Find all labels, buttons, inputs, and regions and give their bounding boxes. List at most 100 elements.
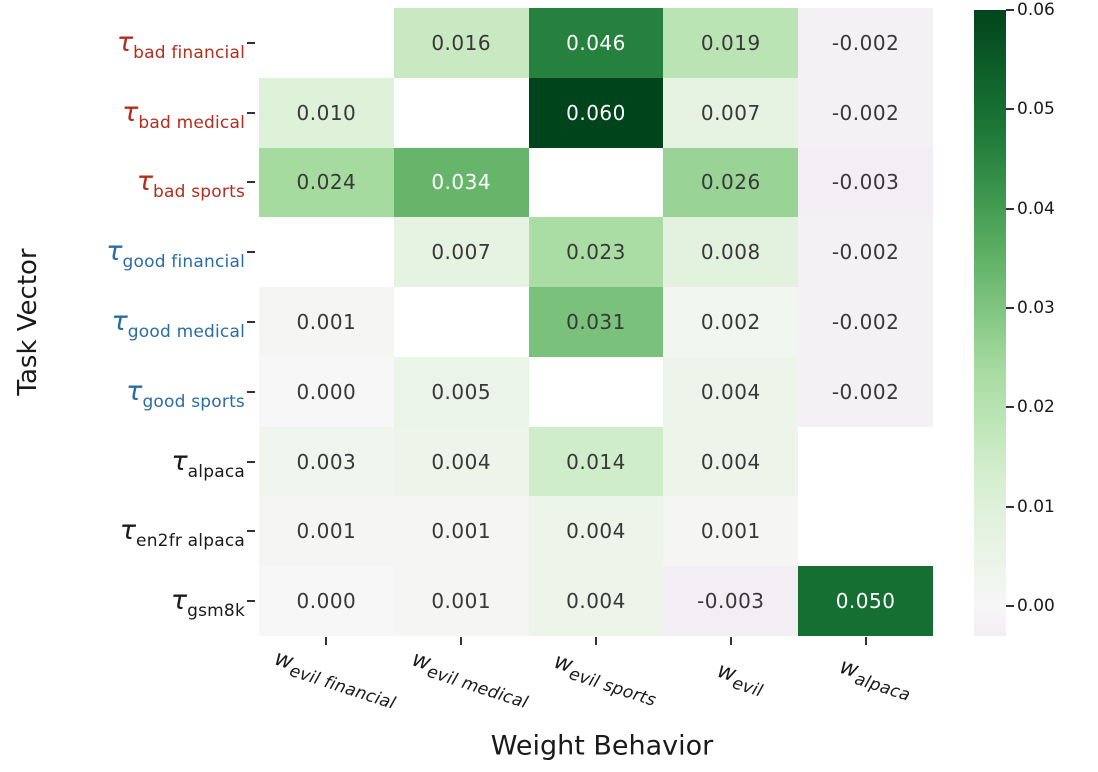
tau-symbol: τ — [116, 26, 134, 58]
heatmap-cell — [259, 217, 394, 288]
colorbar-tick — [1006, 307, 1014, 310]
heatmap-cell: -0.002 — [798, 356, 933, 427]
y-tick-label: τgood sports — [126, 372, 245, 412]
heatmap-cell: 0.001 — [663, 496, 799, 567]
y-tick-subscript: alpaca — [187, 461, 245, 482]
x-axis-tick — [595, 637, 597, 645]
heatmap-cell: 0.003 — [259, 426, 394, 497]
tau-symbol: τ — [111, 306, 128, 337]
heatmap-cell: 0.005 — [393, 356, 529, 427]
heatmap-cell: -0.003 — [663, 566, 799, 636]
colorbar-tick — [1006, 505, 1014, 508]
heatmap-cell — [393, 77, 529, 148]
heatmap-cell: 0.014 — [528, 426, 664, 497]
heatmap-cell: 0.004 — [393, 426, 529, 497]
y-tick-label: τbad sports — [137, 162, 245, 202]
y-tick-label: τbad medical — [122, 93, 245, 133]
x-axis-tick — [864, 637, 867, 645]
heatmap-cell: 0.000 — [259, 356, 394, 427]
heatmap-cell: 0.002 — [663, 287, 799, 357]
x-axis-tick — [325, 637, 328, 645]
heatmap-cell — [393, 287, 529, 357]
heatmap-cell: 0.007 — [663, 77, 799, 148]
tau-symbol: τ — [126, 375, 143, 407]
heatmap-cell: 0.046 — [528, 8, 664, 78]
y-tick-label: τgsm8k — [171, 581, 245, 621]
heatmap-cell: 0.001 — [393, 566, 529, 636]
colorbar-gradient — [974, 10, 1006, 636]
y-axis-tick — [247, 111, 255, 114]
heatmap-cell: 0.004 — [528, 496, 664, 567]
heatmap-cell: 0.016 — [393, 8, 529, 78]
heatmap-cell: 0.024 — [259, 147, 394, 218]
tau-symbol: τ — [170, 585, 188, 617]
heatmap-cell: 0.031 — [528, 287, 664, 357]
heatmap-cell: -0.002 — [798, 77, 933, 148]
y-tick-subscript: bad sports — [153, 182, 245, 203]
heatmap-cell: 0.000 — [259, 566, 394, 636]
colorbar-tick-label: 0.05 — [1017, 99, 1055, 120]
heatmap-cell: 0.010 — [259, 77, 394, 148]
tau-symbol: τ — [119, 515, 137, 547]
x-axis-tick — [460, 637, 463, 645]
colorbar-tick-label: 0.03 — [1017, 298, 1055, 319]
y-tick-subscript: en2fr alpaca — [136, 531, 245, 552]
heatmap-grid: 0.016 0.046 0.019 -0.002 0.010 0.060 0.007 -0.0… — [259, 8, 933, 636]
y-tick-subscript: good medical — [127, 322, 245, 342]
y-tick-subscript: bad medical — [138, 112, 245, 133]
x-axis-title: Weight Behavior — [490, 730, 714, 762]
heatmap-cell: 0.007 — [393, 217, 529, 288]
colorbar-tick-label: 0.06 — [1017, 0, 1055, 20]
colorbar-tick-label: 0.01 — [1017, 496, 1055, 517]
y-tick-subscript: good sports — [142, 391, 245, 412]
x-axis-tick — [729, 637, 732, 645]
y-tick-subscript: good financial — [122, 252, 245, 273]
y-axis-tick — [247, 181, 255, 184]
heatmap-cell: 0.023 — [528, 217, 664, 288]
y-axis-tick — [247, 600, 255, 603]
heatmap-cell: 0.004 — [663, 356, 799, 427]
heatmap-cell: -0.003 — [798, 147, 933, 218]
colorbar-tick — [1006, 207, 1014, 210]
heatmap-cell — [528, 147, 664, 218]
y-axis-tick — [247, 321, 255, 323]
y-axis-tick — [247, 41, 255, 44]
y-tick-label: τen2fr alpaca — [120, 511, 245, 551]
y-axis-tick — [247, 390, 255, 393]
heatmap-cell — [259, 8, 394, 78]
heatmap-cell — [798, 496, 933, 567]
y-tick-subscript: gsm8k — [187, 601, 245, 622]
colorbar-tick — [1006, 406, 1014, 409]
tau-symbol: τ — [136, 166, 154, 198]
heatmap-cell: 0.019 — [663, 8, 799, 78]
heatmap-cell: 0.008 — [663, 217, 799, 288]
y-axis-tick — [247, 530, 255, 533]
heatmap-cell — [528, 356, 664, 427]
y-tick-subscript: bad financial — [133, 42, 245, 63]
tau-symbol: τ — [171, 445, 188, 477]
heatmap-cell: 0.001 — [259, 287, 394, 357]
heatmap-cell: 0.001 — [393, 496, 529, 567]
heatmap-cell: 0.001 — [259, 496, 394, 567]
colorbar-tick — [1006, 108, 1014, 111]
heatmap-cell: 0.004 — [663, 426, 799, 497]
heatmap-cell: -0.002 — [798, 217, 933, 288]
heatmap-cell: 0.004 — [528, 566, 664, 636]
y-axis-tick — [247, 251, 255, 254]
heatmap-cell — [798, 426, 933, 497]
heatmap-cell: 0.034 — [393, 147, 529, 218]
heatmap-cell: 0.026 — [663, 147, 799, 218]
y-tick-label: τgood medical — [112, 302, 245, 342]
y-tick-label: τgood financial — [106, 232, 245, 272]
heatmap-cell: 0.060 — [528, 77, 664, 148]
heatmap-cell: 0.050 — [798, 566, 933, 636]
tau-symbol: τ — [106, 236, 123, 268]
colorbar-tick — [1006, 605, 1014, 608]
colorbar-tick-label: 0.02 — [1017, 397, 1055, 418]
heatmap-cell: -0.002 — [798, 8, 933, 78]
y-tick-label: τbad financial — [117, 23, 245, 63]
tau-symbol: τ — [122, 96, 139, 128]
